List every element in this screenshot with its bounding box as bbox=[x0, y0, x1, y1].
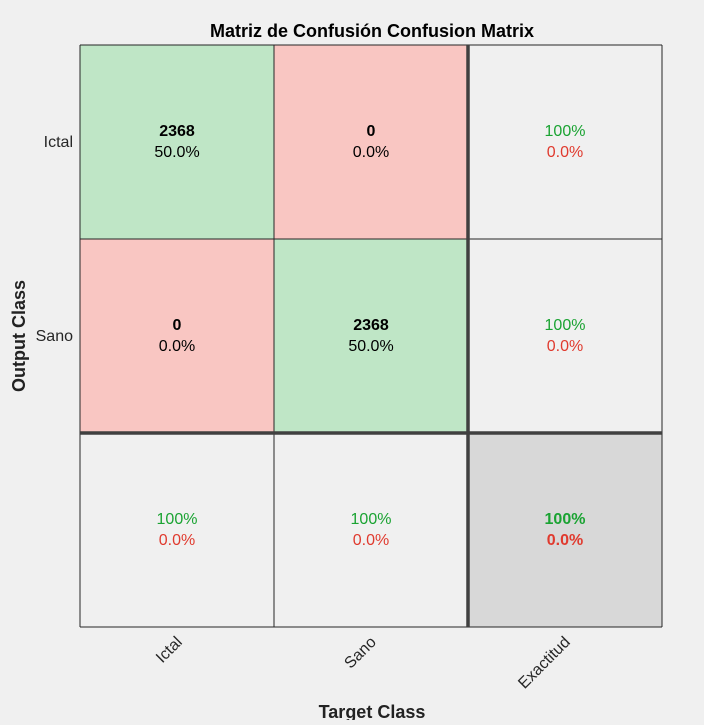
col-summary-cell bbox=[274, 433, 468, 627]
col-summary-bad: 0.0% bbox=[159, 532, 195, 549]
cell-percent: 0.0% bbox=[159, 338, 195, 355]
col-tick-label: Sano bbox=[341, 634, 380, 673]
row-tick-label: Sano bbox=[36, 328, 73, 345]
col-summary-good: 100% bbox=[157, 511, 198, 528]
matrix-cells: 2368 50.0% 0 0.0% 0 0.0% 2368 50.0% 100% 0.0% 100%… bbox=[79, 44, 663, 628]
overall-cell bbox=[468, 433, 662, 627]
cell-percent: 50.0% bbox=[348, 338, 393, 355]
row-summary-good: 100% bbox=[545, 123, 586, 140]
overall-bad: 0.0% bbox=[547, 532, 583, 549]
col-summary-bad: 0.0% bbox=[353, 532, 389, 549]
col-summary-good: 100% bbox=[351, 511, 392, 528]
matrix-cell bbox=[80, 239, 274, 433]
cell-percent: 50.0% bbox=[154, 144, 199, 161]
col-tick-label: Ictal bbox=[153, 634, 186, 667]
col-summary-cell bbox=[80, 433, 274, 627]
cell-count: 2368 bbox=[159, 123, 195, 140]
col-tick-label: Exactitud bbox=[515, 634, 574, 693]
chart-title: Matriz de Confusión Confusion Matrix bbox=[210, 21, 534, 41]
cell-count: 2368 bbox=[353, 317, 389, 334]
row-summary-cell bbox=[468, 45, 662, 239]
cell-count: 0 bbox=[367, 123, 376, 140]
matrix-cell bbox=[274, 239, 468, 433]
row-summary-bad: 0.0% bbox=[547, 338, 583, 355]
row-summary-bad: 0.0% bbox=[547, 144, 583, 161]
cell-percent: 0.0% bbox=[353, 144, 389, 161]
matrix-cell bbox=[80, 45, 274, 239]
cell-count: 0 bbox=[173, 317, 182, 334]
row-tick-label: Ictal bbox=[44, 134, 73, 151]
matrix-cell bbox=[274, 45, 468, 239]
x-axis-label: Target Class bbox=[319, 702, 426, 720]
row-summary-cell bbox=[468, 239, 662, 433]
row-summary-good: 100% bbox=[545, 317, 586, 334]
y-axis-label: Output Class bbox=[9, 280, 29, 392]
overall-good: 100% bbox=[545, 511, 586, 528]
